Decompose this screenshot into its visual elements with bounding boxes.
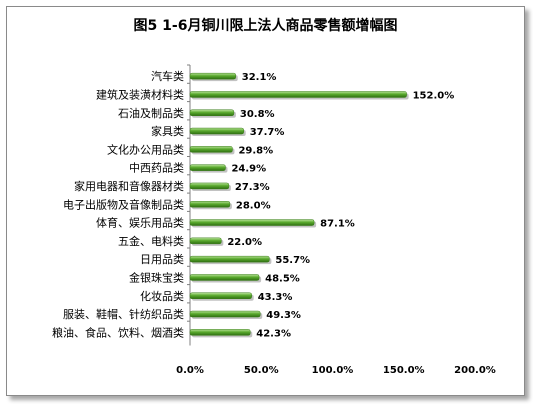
category-label: 建筑及装潢材料类 — [96, 87, 184, 101]
x-tick-label: 50.0% — [244, 365, 279, 376]
category-label: 金银珠宝类 — [129, 270, 184, 284]
bar — [189, 329, 251, 336]
data-label: 48.5% — [265, 273, 300, 284]
category-label: 服装、鞋帽、针纺织品类 — [63, 307, 184, 321]
data-label: 32.1% — [242, 72, 277, 83]
category-label: 体育、娱乐用品类 — [96, 216, 184, 230]
bar — [189, 72, 236, 80]
x-tick-label: 200.0% — [454, 365, 496, 376]
bar — [189, 219, 315, 226]
category-label: 汽车类 — [151, 69, 184, 83]
data-label: 87.1% — [320, 219, 355, 230]
category-label: 中西药品类 — [129, 161, 184, 175]
bar — [189, 237, 222, 245]
bar — [189, 201, 231, 208]
category-label: 电子出版物及音像制品类 — [63, 197, 184, 211]
data-label: 55.7% — [275, 255, 310, 266]
category-label: 石油及制品类 — [118, 106, 184, 120]
category-label: 化妆品类 — [140, 289, 184, 303]
x-tick-label: 150.0% — [383, 365, 425, 376]
category-label: 家具类 — [151, 124, 184, 138]
bar — [189, 182, 230, 190]
data-label: 27.3% — [235, 182, 270, 193]
bar-chart: 汽车类 32.1% 建筑及装潢材料类 152.0% 石油及制品类 30.8% 家具类 37.7… — [52, 64, 496, 376]
data-label: 43.3% — [258, 292, 293, 303]
bar — [189, 274, 260, 281]
data-label: 42.3% — [256, 328, 291, 339]
category-label: 家用电器和音像器材类 — [74, 179, 184, 193]
chart-frame: 图5 1-6月铜川限上法人商品零售额增幅图 汽车类 32.1% 建筑及装潢材料类 15… — [6, 6, 525, 396]
bar — [189, 109, 235, 116]
data-label: 49.3% — [266, 310, 301, 321]
category-label: 五金、电料类 — [118, 234, 184, 248]
category-label: 粮油、食品、饮料、烟酒类 — [52, 325, 184, 339]
x-tick-label: 100.0% — [312, 365, 354, 376]
bar — [189, 146, 233, 153]
bar — [189, 292, 252, 299]
bar — [189, 164, 226, 171]
data-label: 24.9% — [231, 164, 266, 175]
data-label: 37.7% — [250, 127, 285, 138]
data-label: 152.0% — [413, 90, 455, 101]
bar — [189, 310, 261, 318]
category-label: 日用品类 — [140, 252, 184, 266]
data-label: 29.8% — [238, 145, 273, 156]
category-label: 文化办公用品类 — [107, 142, 184, 156]
data-label: 22.0% — [227, 237, 262, 248]
chart-title: 图5 1-6月铜川限上法人商品零售额增幅图 — [133, 18, 398, 34]
bar — [189, 255, 270, 263]
data-label: 30.8% — [240, 109, 275, 120]
x-tick-label: 0.0% — [176, 365, 204, 376]
data-label: 28.0% — [236, 200, 271, 211]
bar — [189, 91, 407, 98]
bar — [189, 127, 244, 135]
